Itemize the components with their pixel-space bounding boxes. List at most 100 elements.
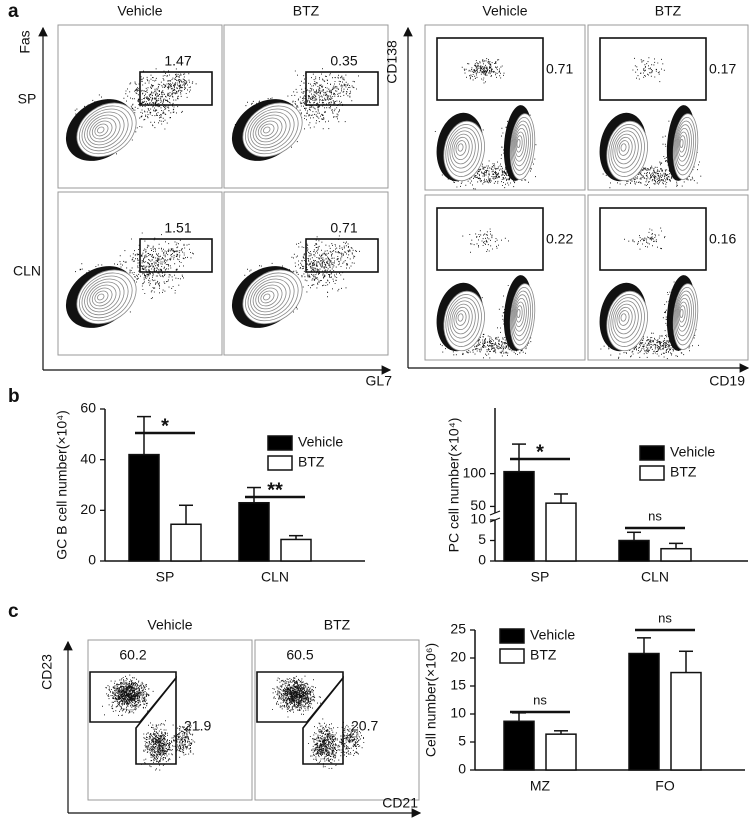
contour [513,297,527,332]
contour [445,124,482,177]
contour [509,113,536,180]
y-axis-label: Fas [17,30,33,53]
contour [514,301,525,328]
x-axis-label: GL7 [366,373,393,389]
event-dots [102,674,200,771]
gate [139,71,213,106]
legend-swatch [499,648,525,664]
y-axis-label: CD23 [39,654,55,690]
y-tick-label: 10 [470,511,486,527]
contour [247,108,295,152]
y-tick-label: 40 [80,450,96,466]
significance-label: ns [648,508,662,523]
bar [618,539,650,562]
contour [675,124,692,167]
gate [599,207,707,271]
bar [628,652,660,771]
y-tick-label: 5 [458,733,466,749]
row-label: CLN [13,263,41,279]
gate-value: 20.7 [351,718,378,734]
y-tick-label: 50 [470,497,486,513]
bar [670,671,702,771]
significance-label: * [536,441,544,463]
contour [614,303,636,335]
legend-swatch [499,628,525,644]
contour [677,131,688,158]
gate [436,207,544,271]
contour [511,120,531,171]
contour [509,283,536,350]
contour [453,306,470,331]
contour [84,278,125,316]
gate-value: 21.9 [184,718,211,734]
column-label: BTZ [655,3,682,19]
bar [545,502,577,562]
legend-swatch [639,445,665,461]
contour [84,111,125,149]
contour [91,287,113,307]
event-dots [272,675,365,770]
contour [245,105,299,155]
y-tick-label: 15 [450,677,466,693]
contour [672,113,699,180]
contour [675,294,692,337]
contour [513,127,527,162]
contour [91,120,113,140]
contour [252,281,287,313]
contour [81,108,129,152]
contour [618,310,630,326]
contour [260,123,275,137]
contour [455,140,467,156]
column-label: BTZ [324,617,351,633]
contour [678,305,686,323]
contour [247,275,295,319]
bar [170,523,202,562]
contour [616,136,633,161]
contour [443,290,485,352]
y-tick-label: 100 [463,464,487,480]
column-label: Vehicle [482,3,527,19]
y-tick-label: 25 [450,621,466,637]
legend-label: Vehicle [298,434,343,450]
y-tick-label: 20 [80,501,96,517]
panel-label: a [8,1,19,22]
contour [257,120,279,140]
contour [614,133,636,165]
contour [451,303,473,335]
contour [263,126,271,134]
contour [516,138,521,148]
row-label: SP [18,91,37,107]
x-tick-label: SP [156,569,175,585]
y-tick-label: 0 [458,761,466,777]
x-tick-label: SP [531,569,550,585]
y-axis-label: PC cell number(×10⁴) [446,418,462,553]
contour [453,136,470,161]
contour [89,284,117,310]
significance-label: ** [267,479,283,501]
legend-label: BTZ [298,454,325,470]
bar [238,501,270,562]
contour [612,130,639,169]
contour [255,117,283,143]
contour [81,275,129,319]
gate [305,71,379,106]
plot-frame [254,639,420,801]
contour [620,143,627,152]
legend-swatch [267,455,293,471]
contour [510,286,534,346]
y-tick-label: 10 [450,705,466,721]
contour [515,135,523,153]
contour [250,278,291,316]
axis-break [489,510,501,516]
contour [606,290,648,352]
contour [516,308,521,318]
gate [305,238,379,273]
contour [449,130,476,169]
bar [128,453,160,562]
contour [443,120,485,182]
contour [672,283,699,350]
contour [512,124,529,167]
contour [255,284,283,310]
x-tick-label: MZ [530,778,551,794]
legend-swatch [639,465,665,481]
